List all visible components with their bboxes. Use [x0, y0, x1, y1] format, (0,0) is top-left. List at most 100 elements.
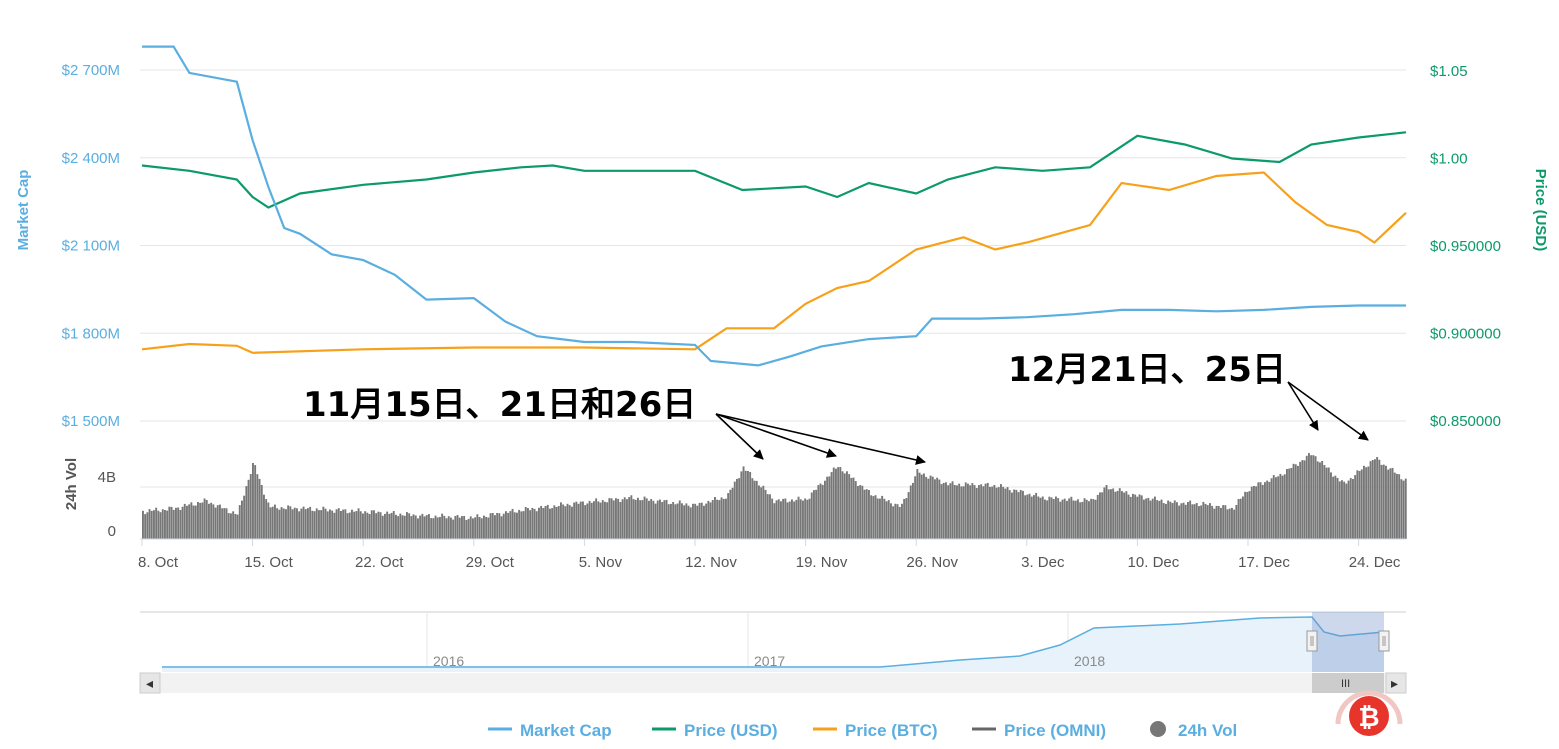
volume-bar-126	[419, 515, 422, 539]
volume-bar-285	[769, 494, 771, 539]
volume-bar-455	[1143, 499, 1145, 539]
volume-bar-254	[700, 502, 703, 539]
volume-bar-7	[157, 510, 160, 539]
volume-bar-195	[571, 506, 573, 539]
volume-bar-161	[496, 513, 499, 539]
volume-bar-226	[639, 500, 642, 539]
volume-bar-288	[775, 500, 778, 539]
volume-bar-556	[1365, 467, 1368, 539]
volume-bar-297	[795, 499, 798, 539]
volume-bar-142	[454, 516, 457, 539]
volume-bar-523	[1292, 463, 1295, 539]
scrollbar-track[interactable]	[140, 673, 1406, 693]
volume-bar-378	[973, 485, 976, 539]
volume-bar-336	[881, 495, 884, 539]
navigator-right-handle[interactable]	[1378, 630, 1390, 652]
volume-bar-157	[487, 517, 490, 539]
volume-bar-488	[1215, 505, 1218, 539]
volume-bar-339	[887, 500, 890, 539]
volume-bar-14	[172, 509, 175, 539]
volume-bar-114	[392, 511, 395, 539]
volume-bar-265	[725, 498, 727, 539]
volume-bar-155	[483, 515, 485, 539]
volume-bar-292	[784, 498, 787, 539]
x-tick-label-2: 22. Oct	[355, 554, 404, 571]
legend-item-price-omni[interactable]: Price (OMNI)	[972, 721, 1106, 740]
volume-bar-35	[219, 504, 221, 539]
volume-bar-258	[709, 502, 712, 539]
volume-bar-568	[1391, 467, 1394, 539]
volume-bar-409	[1041, 496, 1044, 539]
volume-bar-252	[696, 505, 699, 539]
right-handle-body[interactable]	[1378, 630, 1390, 652]
volume-bar-26	[199, 502, 202, 539]
volume-bar-401	[1024, 495, 1027, 539]
volume-bar-355	[923, 473, 925, 539]
volume-bar-508	[1259, 482, 1262, 539]
volume-bar-158	[489, 513, 492, 539]
scrollbar-right-button[interactable]	[1385, 672, 1407, 694]
volume-bar-343	[896, 504, 899, 539]
volume-bar-333	[874, 495, 877, 539]
volume-bar-416	[1057, 498, 1060, 539]
scrollbar-thumb[interactable]	[1312, 673, 1384, 693]
annotation-november: 11月15日、21日和26日	[303, 385, 696, 425]
navigator-selected-range[interactable]	[1312, 612, 1384, 672]
volume-bar-300	[802, 500, 804, 539]
price-usd-tick-3: $0.900000	[1430, 326, 1501, 343]
volume-bar-61	[276, 508, 279, 539]
volume-bar-411	[1046, 500, 1049, 539]
volume-bar-88	[335, 509, 338, 539]
volume-bar-369	[953, 485, 956, 539]
volume-bar-39	[227, 513, 230, 539]
volume-bar-24	[194, 505, 197, 539]
volume-bar-464	[1162, 503, 1165, 539]
volume-bar-36	[221, 508, 224, 539]
volume-bar-513	[1270, 478, 1273, 539]
volume-bar-97	[355, 511, 358, 539]
volume-bar-30	[208, 503, 210, 539]
volume-bar-539	[1327, 467, 1330, 539]
volume-bar-406	[1035, 492, 1038, 539]
volume-bar-109	[381, 515, 384, 539]
volume-bar-175	[527, 508, 529, 539]
volume-bar-188	[555, 507, 558, 539]
volume-bar-392	[1004, 488, 1007, 539]
volume-bar-537	[1323, 465, 1326, 539]
legend-item-24h-vol[interactable]: 24h Vol	[1150, 721, 1237, 740]
volume-bar-32	[212, 504, 215, 539]
volume-bar-298	[797, 496, 800, 539]
legend-item-market-cap[interactable]: Market Cap	[488, 721, 612, 740]
volume-bar-269	[733, 481, 736, 539]
volume-bar-385	[989, 486, 991, 539]
volume-bar-133	[434, 515, 437, 539]
legend-item-price-btc[interactable]: Price (BTC)	[813, 721, 938, 740]
volume-bar-68	[291, 509, 294, 539]
volume-bar-132	[432, 518, 435, 539]
volume-bar-318	[841, 471, 844, 539]
market-cap-axis-title: Market Cap	[15, 170, 32, 251]
x-tick-label-5: 12. Nov	[685, 554, 737, 571]
volume-bar-391	[1002, 486, 1005, 539]
volume-bar-193	[566, 503, 569, 539]
volume-bar-344	[898, 507, 901, 539]
scrollbar-left-button[interactable]	[139, 672, 161, 694]
volume-bar-546	[1343, 481, 1346, 539]
left-handle-body[interactable]	[1306, 630, 1318, 652]
volume-bar-238	[665, 499, 668, 539]
volume-bar-51	[254, 465, 257, 539]
legend-item-price-usd[interactable]: Price (USD)	[652, 721, 778, 740]
volume-bar-412	[1048, 496, 1051, 539]
x-tick-label-6: 19. Nov	[796, 554, 848, 571]
volume-bar-257	[707, 500, 710, 539]
market-cap-tick-2: $2 100M	[62, 238, 120, 255]
scrollbar[interactable]: ◂ III ▸	[139, 672, 1407, 694]
volume-bar-43	[236, 514, 239, 539]
navigator-left-handle[interactable]	[1306, 630, 1318, 652]
volume-bar-105	[373, 510, 375, 539]
volume-bar-387	[993, 485, 996, 539]
navigator[interactable]: 2016 2017 2018	[140, 611, 1406, 672]
price-usd-tick-2: $0.950000	[1430, 238, 1501, 255]
volume-bar-267	[729, 489, 732, 539]
logo-badge-icon	[1349, 696, 1389, 736]
